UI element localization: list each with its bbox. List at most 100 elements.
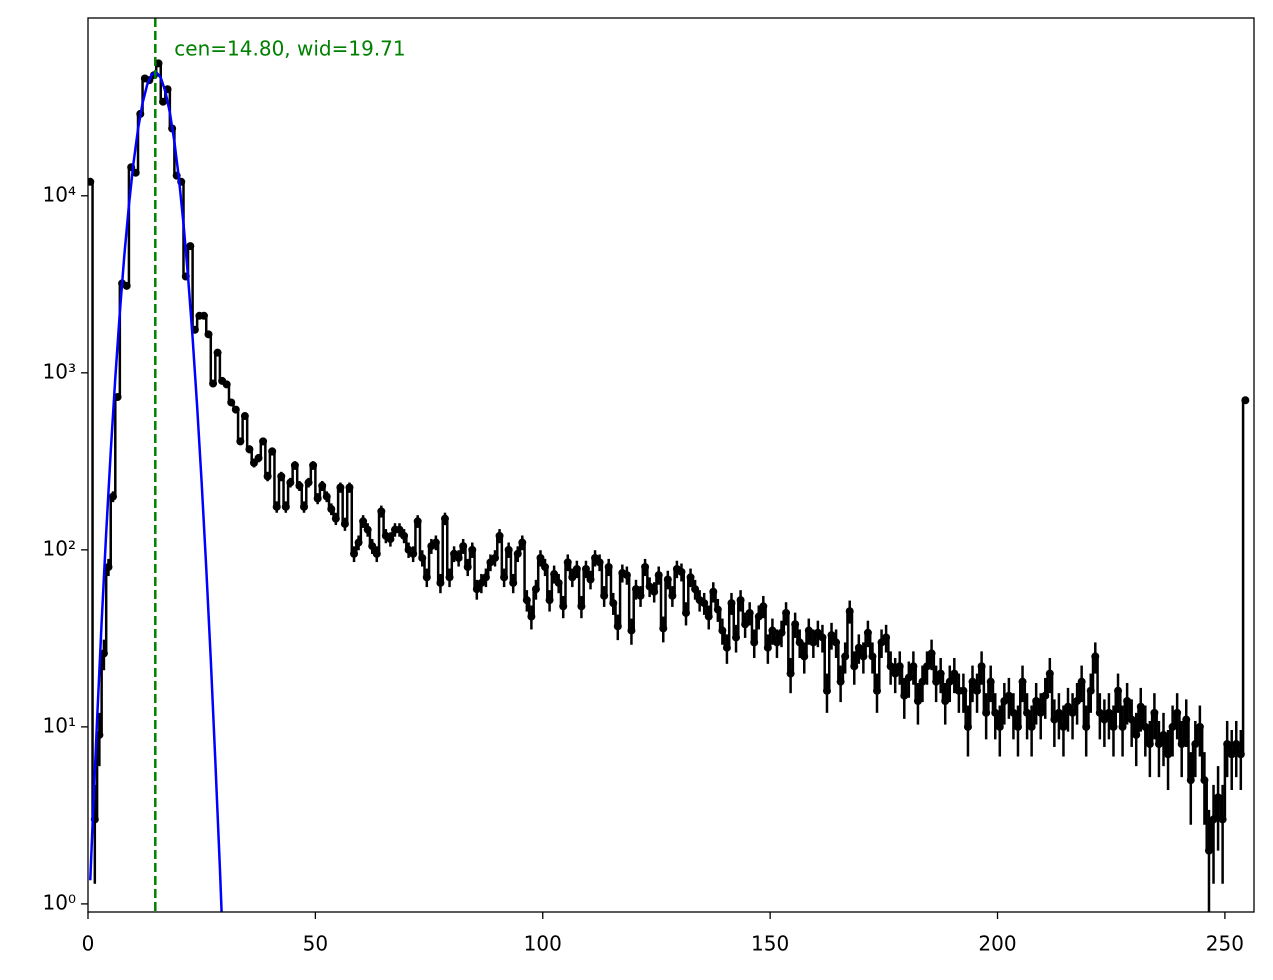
data-point [418,553,427,562]
data-point [1064,702,1073,711]
data-point [763,643,772,652]
data-point [686,573,695,582]
data-point [936,669,945,678]
data-point [518,538,527,547]
data-point [968,677,977,686]
data-point [113,393,122,402]
data-point [454,553,463,562]
data-point [727,599,736,608]
data-point [1177,740,1186,749]
data-point [259,437,268,446]
data-point [791,620,800,629]
data-point [495,531,504,540]
data-point [550,570,559,579]
data-point [468,545,477,554]
data-point [1150,708,1159,717]
data-point [409,549,418,558]
data-point [1059,722,1068,731]
data-point [536,553,545,562]
plot-area [88,18,1250,912]
data-point [318,481,327,490]
data-point [568,573,577,582]
data-point [1241,396,1250,405]
data-point [286,478,295,487]
data-point [554,578,563,587]
data-point [977,662,986,671]
data-point [845,607,854,616]
data-point [1013,722,1022,731]
data-point [204,330,213,339]
data-point [236,437,245,446]
data-point [895,662,904,671]
data-point [904,673,913,682]
data-point [850,662,859,671]
data-point [622,571,631,580]
data-point [300,502,309,511]
y-tick-label: 10⁴ [43,182,76,206]
data-point [354,538,363,547]
data-point [1132,730,1141,739]
data-point [1054,708,1063,717]
data-point [945,677,954,686]
data-point [199,311,208,320]
data-point [1100,715,1109,724]
x-tick-label: 150 [751,932,789,956]
data-point [1127,715,1136,724]
data-point [600,591,609,600]
data-point [1104,708,1113,717]
data-point [941,697,950,706]
data-point [1123,697,1132,706]
data-point [313,494,322,503]
data-point [1164,750,1173,759]
data-point [572,564,581,573]
data-point [909,662,918,671]
data-point [1182,715,1191,724]
data-point [682,608,691,617]
data-point [400,531,409,540]
data-point [1214,793,1223,802]
data-point [122,281,131,290]
data-point [359,517,368,526]
data-point [1227,750,1236,759]
data-point [577,602,586,611]
data-point [440,514,449,523]
data-point [363,525,372,534]
data-point [386,535,395,544]
y-tick-label: 10² [43,536,76,560]
data-point [281,502,290,511]
data-point [1041,691,1050,700]
data-point [563,558,572,567]
data-point [959,686,968,695]
data-point [541,563,550,572]
data-point [677,567,686,576]
data-point [722,643,731,652]
data-point [527,612,536,621]
data-point [1136,702,1145,711]
data-point [777,628,786,637]
data-point [290,461,299,470]
data-point [431,538,440,547]
data-point [745,608,754,617]
data-point [254,454,263,463]
data-point [1173,708,1182,717]
data-point [873,686,882,695]
data-point [245,445,254,454]
data-point [586,575,595,584]
data-point [641,563,650,572]
x-tick-label: 50 [303,932,328,956]
x-tick-label: 100 [524,932,562,956]
data-point [227,398,236,407]
data-point [1191,740,1200,749]
data-point [886,662,895,671]
data-point [340,519,349,528]
data-point [1073,697,1082,706]
data-point [1209,815,1218,824]
data-point [1018,677,1027,686]
data-point [263,472,272,481]
data-point [891,669,900,678]
data-point [786,669,795,678]
data-point [704,612,713,621]
data-point [832,638,841,647]
